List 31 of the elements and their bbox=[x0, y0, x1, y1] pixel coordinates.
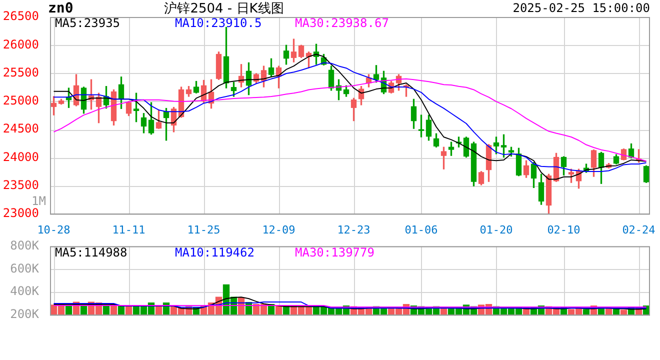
y-tick-label: 23000 bbox=[2, 206, 39, 220]
x-tick-label: 02-24 bbox=[622, 223, 656, 236]
x-tick-label: 01-06 bbox=[404, 223, 438, 236]
y-tick-label: 24000 bbox=[2, 150, 39, 164]
x-tick-label: 10-28 bbox=[37, 223, 70, 236]
x-tick-label: 11-11 bbox=[112, 223, 146, 236]
text: MA5:23935 bbox=[55, 16, 120, 30]
text: MA10:23910.5 bbox=[175, 16, 262, 30]
x-tick-label: 12-23 bbox=[337, 223, 370, 236]
chart-subtitle: 沪锌2504 - 日K线图 bbox=[164, 0, 284, 16]
text: MA10:119462 bbox=[175, 245, 254, 260]
y-tick-label: 26000 bbox=[2, 37, 39, 52]
chart-title: zn0 bbox=[48, 0, 74, 17]
y-tick-label: 200K bbox=[10, 307, 40, 322]
text: 2025-02-25 15:00:00 bbox=[512, 1, 650, 16]
y-tick-label: 24500 bbox=[2, 122, 39, 136]
x-tick-label: 12-09 bbox=[262, 223, 296, 236]
text: MA5:114988 bbox=[55, 245, 128, 260]
text: MA30:139779 bbox=[295, 245, 374, 260]
y-tick-label: 25000 bbox=[2, 94, 39, 108]
y-tick-label: 26500 bbox=[2, 9, 39, 24]
y-tick-label: 400K bbox=[10, 284, 40, 298]
y-tick-label: 23500 bbox=[2, 178, 39, 192]
y-tick-label: 25500 bbox=[2, 65, 39, 80]
y-tick-label: 600K bbox=[10, 261, 40, 276]
x-tick-label: 01-20 bbox=[480, 223, 513, 236]
text: MA30:23938.67 bbox=[295, 16, 389, 30]
x-tick-label: 11-25 bbox=[187, 223, 220, 236]
x-tick-label: 02-10 bbox=[547, 223, 580, 236]
y-tick-label: 800K bbox=[10, 238, 40, 252]
text: 1M bbox=[32, 194, 46, 208]
